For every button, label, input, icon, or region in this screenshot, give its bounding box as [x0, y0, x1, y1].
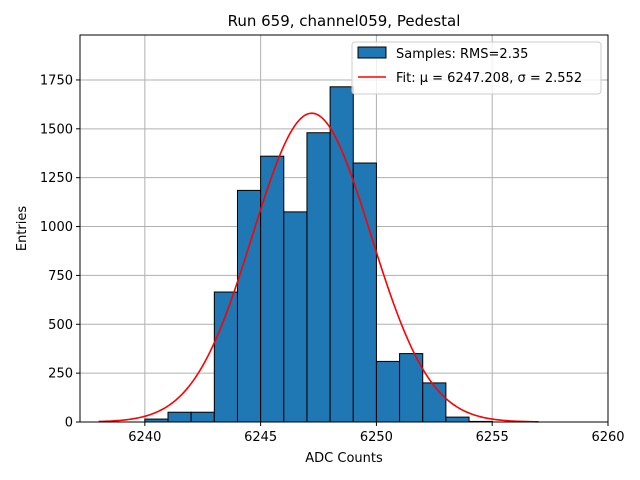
y-tick-label-0: 0 [65, 416, 73, 431]
legend: Samples: RMS=2.35 Fit: μ = 6247.208, σ =… [351, 41, 602, 95]
histogram-bar-10 [375, 360, 401, 423]
x-tick-label-2: 6250 [360, 430, 393, 445]
histogram-bar-9 [352, 162, 377, 423]
y-tick-label-4: 1000 [40, 220, 73, 235]
x-tick-label-4: 6260 [591, 430, 624, 445]
histogram-bar-4 [236, 189, 262, 423]
histogram-bar-5 [260, 155, 285, 423]
histogram-bar-3 [213, 291, 238, 423]
histogram-bar-12 [422, 382, 447, 423]
y-tick-label-3: 750 [48, 269, 73, 284]
legend-label-fit: Fit: μ = 6247.208, σ = 2.552 [396, 71, 582, 86]
x-axis-label: ADC Counts [305, 451, 383, 466]
histogram-bar-7 [306, 132, 331, 423]
x-tick-label-3: 6255 [476, 430, 509, 445]
y-tick-label-5: 1250 [40, 171, 73, 186]
histogram-bar-1 [167, 411, 192, 423]
fit-curve [98, 112, 539, 423]
legend-box [351, 41, 602, 95]
x-tick-label-1: 6245 [244, 430, 277, 445]
y-axis-label: Entries [15, 206, 30, 252]
histogram-bar-2 [190, 411, 215, 423]
histogram-bar-8 [329, 86, 354, 423]
legend-label-samples: Samples: RMS=2.35 [396, 47, 528, 62]
plot-frame [79, 34, 609, 423]
y-tick-label-6: 1500 [40, 122, 73, 137]
y-tick-label-1: 250 [48, 367, 73, 382]
x-axis: 6240 6245 6250 6255 6260 [128, 422, 625, 445]
histogram-bar-6 [283, 211, 308, 423]
y-axis: 0 250 500 750 1000 1250 1500 1750 [40, 73, 80, 431]
legend-swatch-samples [357, 46, 387, 59]
y-tick-label-2: 500 [48, 318, 73, 333]
fit-curve-group [98, 112, 539, 423]
y-tick-label-7: 1750 [40, 73, 73, 88]
x-tick-label-0: 6240 [128, 430, 161, 445]
chart-title: Run 659, channel059, Pedestal [228, 12, 461, 30]
histogram-bar-13 [445, 416, 470, 423]
